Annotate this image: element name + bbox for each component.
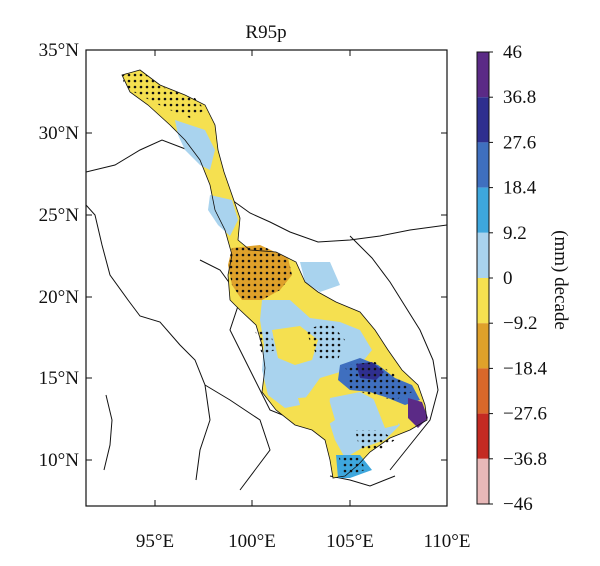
lon-label-95: 95°E bbox=[136, 531, 174, 552]
basin-shading bbox=[121, 69, 428, 479]
colorbar-tick-label: 46 bbox=[503, 42, 522, 63]
colorbar-bin bbox=[477, 413, 489, 459]
colorbar-tick-label: −18.4 bbox=[503, 358, 547, 379]
map-title: R95p bbox=[245, 22, 286, 43]
colorbar-bin bbox=[477, 278, 489, 324]
lon-axis: 95°E 100°E 105°E 110°E bbox=[136, 50, 471, 552]
colorbar-bin bbox=[477, 323, 489, 369]
colorbar-bin bbox=[477, 232, 489, 278]
colorbar: 46 36.8 27.6 18.4 9.2 0 −9.2 −18.4 −27.6 −36.8 −46 bbox=[476, 42, 547, 515]
lat-label-20: 20°N bbox=[39, 287, 80, 308]
colorbar-bin bbox=[477, 52, 489, 98]
lat-label-35: 35°N bbox=[39, 40, 80, 61]
country-borders bbox=[86, 139, 447, 491]
lat-label-10: 10°N bbox=[39, 450, 80, 471]
colorbar-tick-label: −36.8 bbox=[503, 449, 547, 470]
colorbar-tick-label: −9.2 bbox=[503, 313, 537, 334]
colorbar-unit-label: (mm) decade bbox=[550, 230, 571, 330]
map-area bbox=[86, 69, 447, 491]
colorbar-bin bbox=[477, 97, 489, 143]
lon-label-105: 105°E bbox=[326, 531, 374, 552]
lon-label-110: 110°E bbox=[424, 531, 471, 552]
lat-label-30: 30°N bbox=[39, 123, 80, 144]
colorbar-tick-label: 0 bbox=[503, 268, 513, 289]
colorbar-bin bbox=[477, 142, 489, 188]
colorbar-bin bbox=[477, 368, 489, 414]
map-frame bbox=[85, 49, 448, 507]
colorbar-tick-label: 9.2 bbox=[503, 223, 527, 244]
colorbar-tick-label: −46 bbox=[503, 494, 533, 515]
colorbar-bin bbox=[477, 187, 489, 233]
colorbar-tick-label: 18.4 bbox=[503, 178, 537, 199]
colorbar-tick-label: 27.6 bbox=[503, 132, 536, 153]
colorbar-tick-label: 36.8 bbox=[503, 87, 536, 108]
colorbar-bin bbox=[477, 458, 489, 504]
lon-label-100: 100°E bbox=[228, 531, 276, 552]
colorbar-tick-label: −27.6 bbox=[503, 404, 547, 425]
lat-label-25: 25°N bbox=[39, 205, 80, 226]
lat-label-15: 15°N bbox=[39, 368, 80, 389]
lat-axis: 35°N 30°N 25°N 20°N 15°N 10°N bbox=[39, 40, 447, 471]
